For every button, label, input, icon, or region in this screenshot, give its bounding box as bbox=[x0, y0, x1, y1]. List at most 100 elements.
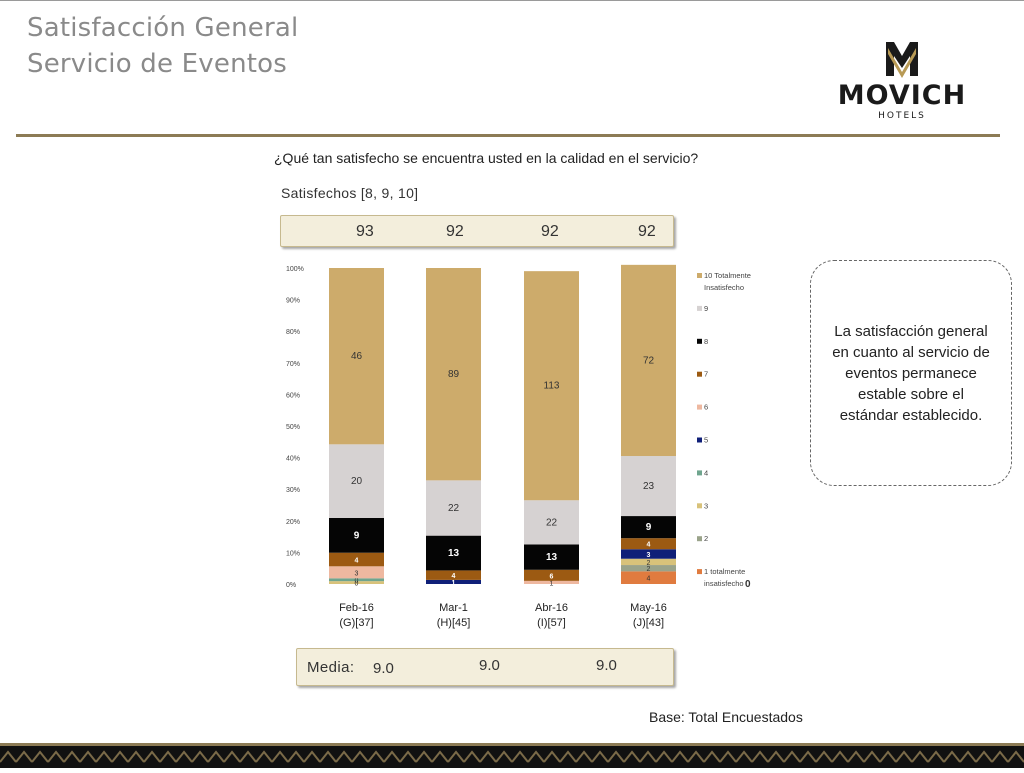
data-label: 4 bbox=[452, 573, 456, 580]
y-tick-label: 60% bbox=[286, 392, 300, 399]
bar-segment bbox=[426, 579, 481, 584]
bar-segment bbox=[426, 268, 481, 481]
footer-pattern-band bbox=[0, 746, 1024, 768]
bar-segment bbox=[621, 558, 676, 566]
y-tick-label: 10% bbox=[286, 550, 300, 557]
bar-segment bbox=[621, 456, 676, 517]
bar-segment bbox=[524, 580, 579, 584]
bar-segment bbox=[426, 535, 481, 571]
legend-label: 6 bbox=[704, 403, 708, 412]
movich-logo: MOVICH HOTELS bbox=[838, 42, 966, 121]
data-label: 13 bbox=[546, 552, 558, 563]
bar-segment bbox=[621, 538, 676, 550]
x-category-base: (J)[43] bbox=[633, 617, 664, 629]
legend-label: 7 bbox=[704, 370, 708, 379]
satisfied-value-3: 92 bbox=[541, 223, 559, 240]
legend-swatch bbox=[697, 273, 702, 278]
y-tick-label: 0% bbox=[286, 582, 296, 589]
data-label: 2 bbox=[647, 566, 651, 573]
legend-swatch bbox=[697, 371, 702, 377]
media-label: Media: bbox=[307, 659, 355, 676]
data-label: 2 bbox=[647, 560, 651, 567]
bar-segment bbox=[621, 571, 676, 584]
data-label: 0 bbox=[355, 578, 359, 585]
media-value-2: 9.0 bbox=[479, 657, 500, 674]
bar-segment bbox=[329, 552, 384, 567]
data-label: 3 bbox=[355, 570, 359, 577]
bar-segment bbox=[524, 271, 579, 501]
legend-label: 9 bbox=[704, 304, 708, 313]
y-tick-label: 90% bbox=[286, 298, 300, 305]
y-tick-label: 100% bbox=[286, 266, 304, 273]
x-category-label: Mar-1 bbox=[439, 602, 468, 614]
data-label: 22 bbox=[448, 503, 460, 514]
legend-label: 4 bbox=[704, 468, 708, 477]
callout-note: La satisfacción general en cuanto al ser… bbox=[810, 260, 1012, 486]
header-divider bbox=[16, 134, 1000, 137]
bar-segment bbox=[329, 268, 384, 445]
legend-swatch bbox=[697, 470, 702, 476]
bar-segment bbox=[329, 444, 384, 518]
data-label: 113 bbox=[544, 381, 560, 392]
data-label: 46 bbox=[351, 351, 363, 362]
footer-gold-line bbox=[0, 743, 1024, 746]
satisfied-value-4: 92 bbox=[638, 223, 656, 240]
data-label: 9 bbox=[646, 522, 652, 533]
media-value-3: 9.0 bbox=[596, 657, 617, 674]
base-note: Base: Total Encuestados bbox=[649, 709, 803, 725]
bar-segment bbox=[426, 480, 481, 536]
data-label: 4 bbox=[647, 576, 651, 583]
data-label: 89 bbox=[448, 369, 460, 380]
legend-label: 1 totalmente bbox=[704, 567, 745, 576]
title-line-1: Satisfacción General bbox=[27, 13, 299, 43]
legend-label: 2 bbox=[704, 534, 708, 543]
logo-sub: HOTELS bbox=[878, 111, 926, 121]
x-category-base: (G)[37] bbox=[339, 617, 373, 629]
bar-segment bbox=[621, 565, 676, 572]
y-tick-label: 30% bbox=[286, 487, 300, 494]
logo-brand: MOVICH bbox=[838, 80, 966, 111]
data-label: 1 bbox=[550, 580, 554, 587]
legend-swatch bbox=[697, 503, 702, 509]
bar-segment bbox=[524, 500, 579, 545]
title-line-2: Servicio de Eventos bbox=[27, 49, 287, 79]
legend-label: Insatisfecho bbox=[704, 283, 744, 292]
data-label: 13 bbox=[448, 548, 460, 559]
x-category-base: (I)[57] bbox=[537, 617, 566, 629]
y-tick-label: 40% bbox=[286, 456, 300, 463]
bar-segment bbox=[621, 549, 676, 559]
legend-label: 10 Totalmente bbox=[704, 271, 751, 280]
data-label: 9 bbox=[354, 530, 360, 541]
bar-segment bbox=[329, 578, 384, 582]
data-label: 0 bbox=[355, 581, 359, 588]
y-tick-label: 20% bbox=[286, 519, 300, 526]
legend-swatch bbox=[697, 338, 702, 344]
bar-segment bbox=[426, 570, 481, 580]
data-label: 3 bbox=[647, 552, 651, 559]
data-label: 20 bbox=[351, 476, 363, 487]
bar-segment bbox=[524, 569, 579, 581]
legend-swatch bbox=[697, 569, 702, 575]
legend-swatch bbox=[697, 437, 702, 443]
media-value-1: 9.0 bbox=[373, 660, 394, 677]
legend-label: insatisfecho bbox=[704, 579, 744, 588]
media-box bbox=[296, 648, 674, 686]
x-category-base: (H)[45] bbox=[437, 617, 471, 629]
bar-segment bbox=[524, 544, 579, 570]
data-label: 1 bbox=[452, 580, 456, 587]
y-tick-label: 80% bbox=[286, 329, 300, 336]
x-category-label: Feb-16 bbox=[339, 602, 374, 614]
satisfied-value-1: 93 bbox=[356, 223, 374, 240]
legend-swatch bbox=[697, 305, 702, 311]
footer-pattern bbox=[0, 746, 1024, 768]
x-category-label: Abr-16 bbox=[535, 602, 568, 614]
legend-swatch bbox=[697, 404, 702, 410]
legend-label: 3 bbox=[704, 501, 708, 510]
bar-segment bbox=[329, 581, 384, 584]
survey-question: ¿Qué tan satisfecho se encuentra usted e… bbox=[274, 150, 699, 166]
data-label: 6 bbox=[550, 573, 554, 580]
y-tick-label: 70% bbox=[286, 361, 300, 368]
data-label: 23 bbox=[643, 481, 655, 492]
stacked-bar-chart: 0%10%20%30%40%50%60%70%80%90%100%0003492… bbox=[286, 264, 751, 629]
satisfied-box bbox=[280, 215, 674, 247]
